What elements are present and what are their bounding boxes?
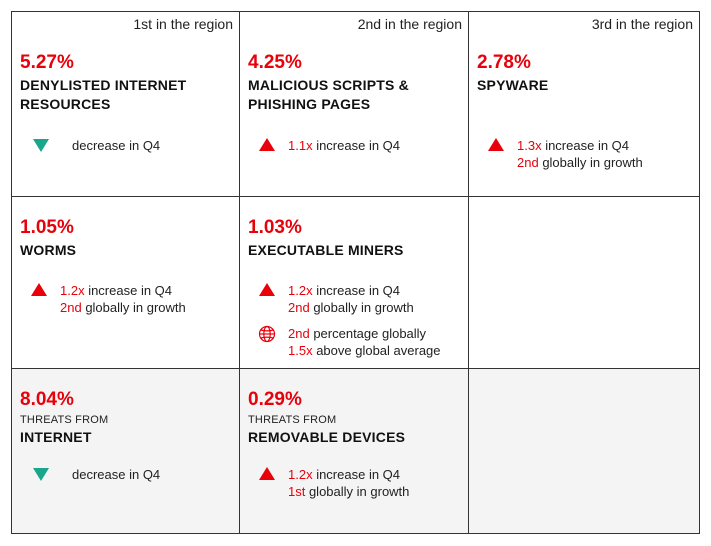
stat-line: 2nd globally in growth <box>60 300 186 315</box>
triangle-up-icon <box>488 138 504 151</box>
category-line: MALICIOUS SCRIPTS & <box>248 77 409 93</box>
stat-row: 1.1x increase in Q4 <box>256 137 400 154</box>
category-line: DENYLISTED INTERNET <box>20 77 187 93</box>
cell-worms: 1.05% WORMS 1.2x increase in Q4 2nd glob… <box>11 197 240 369</box>
cell-spyware: 3rd in the region 2.78% SPYWARE 1.3x inc… <box>469 11 700 197</box>
category-line: PHISHING PAGES <box>248 96 371 112</box>
category-title: WORMS <box>20 241 76 260</box>
triangle-down-icon <box>33 139 49 152</box>
stat-line: 2nd globally in growth <box>288 300 414 315</box>
cell-malicious-scripts: 2nd in the region 4.25% MALICIOUS SCRIPT… <box>240 11 469 197</box>
percentage-value: 0.29% <box>248 389 302 410</box>
stat-line: 1.3x increase in Q4 <box>517 138 630 153</box>
percentage-value: 8.04% <box>20 389 74 410</box>
category-title: INTERNET <box>20 428 92 447</box>
stat-row: 1.2x increase in Q4 2nd globally in grow… <box>256 282 414 316</box>
stat-line: 1.2x increase in Q4 <box>60 283 173 298</box>
empty-cell <box>469 369 700 534</box>
stat-line: 1.2x increase in Q4 <box>288 283 401 298</box>
category-title: DENYLISTED INTERNET RESOURCES <box>20 76 186 114</box>
category-line: SPYWARE <box>477 77 549 93</box>
stat-row: 1.2x increase in Q4 1st globally in grow… <box>256 466 409 500</box>
category-line: RESOURCES <box>20 96 111 112</box>
globe-icon <box>258 325 276 343</box>
category-line: WORMS <box>20 242 77 258</box>
stat-line: decrease in Q4 <box>72 467 161 482</box>
rank-label: 3rd in the region <box>591 16 693 32</box>
stat-row: 1.3x increase in Q4 2nd globally in grow… <box>485 137 643 171</box>
category-line: REMOVABLE DEVICES <box>248 429 406 445</box>
triangle-down-icon <box>33 468 49 481</box>
triangle-up-icon <box>259 138 275 151</box>
stat-row: decrease in Q4 <box>30 466 160 483</box>
category-title: SPYWARE <box>477 76 548 95</box>
rank-label: 2nd in the region <box>357 16 462 32</box>
category-title: REMOVABLE DEVICES <box>248 428 405 447</box>
triangle-up-icon <box>259 283 275 296</box>
category-title: MALICIOUS SCRIPTS & PHISHING PAGES <box>248 76 409 114</box>
triangle-up-icon <box>259 467 275 480</box>
percentage-value: 5.27% <box>20 52 74 73</box>
category-line: EXECUTABLE MINERS <box>248 242 404 258</box>
cell-executable-miners: 1.03% EXECUTABLE MINERS 1.2x increase in… <box>240 197 469 369</box>
triangle-up-icon <box>31 283 47 296</box>
percentage-value: 2.78% <box>477 52 531 73</box>
stat-row: 1.2x increase in Q4 2nd globally in grow… <box>28 282 186 316</box>
percentage-value: 1.03% <box>248 217 302 238</box>
percentage-value: 1.05% <box>20 217 74 238</box>
cell-denylisted-resources: 1st in the region 5.27% DENYLISTED INTER… <box>11 11 240 197</box>
threats-from-label: THREATS FROM <box>248 414 337 426</box>
category-line: INTERNET <box>20 429 92 445</box>
cell-removable-devices: 0.29% THREATS FROM REMOVABLE DEVICES 1.2… <box>240 369 469 534</box>
stat-line: decrease in Q4 <box>72 138 161 153</box>
stat-line: 1.2x increase in Q4 <box>288 467 401 482</box>
stat-row: 2nd percentage globally 1.5x above globa… <box>256 325 441 359</box>
stat-line: 1.1x increase in Q4 <box>288 138 401 153</box>
stat-row: decrease in Q4 <box>30 137 160 154</box>
empty-cell <box>469 197 700 369</box>
cell-threats-from-internet: 8.04% THREATS FROM INTERNET decrease in … <box>11 369 240 534</box>
rank-label: 1st in the region <box>133 16 233 32</box>
threat-stats-grid: 1st in the region 5.27% DENYLISTED INTER… <box>11 11 700 534</box>
threats-from-label: THREATS FROM <box>20 414 109 426</box>
category-title: EXECUTABLE MINERS <box>248 241 404 260</box>
stat-line: 1.5x above global average <box>288 343 441 358</box>
stat-line: 1st globally in growth <box>288 484 410 499</box>
stat-line: 2nd globally in growth <box>517 155 643 170</box>
percentage-value: 4.25% <box>248 52 302 73</box>
stat-line: 2nd percentage globally <box>288 326 427 341</box>
